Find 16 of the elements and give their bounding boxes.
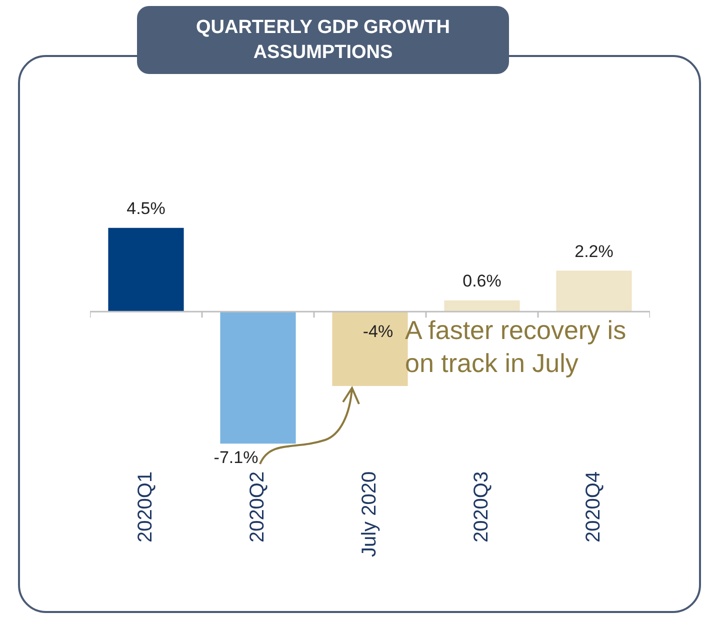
x-tick-label: 2020Q1 [134, 471, 157, 543]
bar [444, 300, 520, 312]
x-tick-label: 2020Q4 [582, 471, 605, 543]
data-label: 0.6% [462, 272, 502, 291]
data-label: -7.1% [214, 448, 258, 467]
chart-title: QUARTERLY GDP GROWTH ASSUMPTIONS [137, 6, 509, 74]
data-label: 2.2% [574, 242, 614, 261]
x-tick-label: 2020Q2 [246, 471, 269, 543]
annotation: A faster recovery is on track in July [405, 314, 628, 380]
x-tick-label: July 2020 [358, 471, 381, 558]
data-label: 4.5% [126, 199, 166, 218]
bar [556, 270, 632, 312]
bar [220, 312, 296, 444]
bar [108, 228, 184, 312]
data-label: -4% [362, 322, 394, 341]
x-tick-label: 2020Q3 [470, 471, 493, 543]
